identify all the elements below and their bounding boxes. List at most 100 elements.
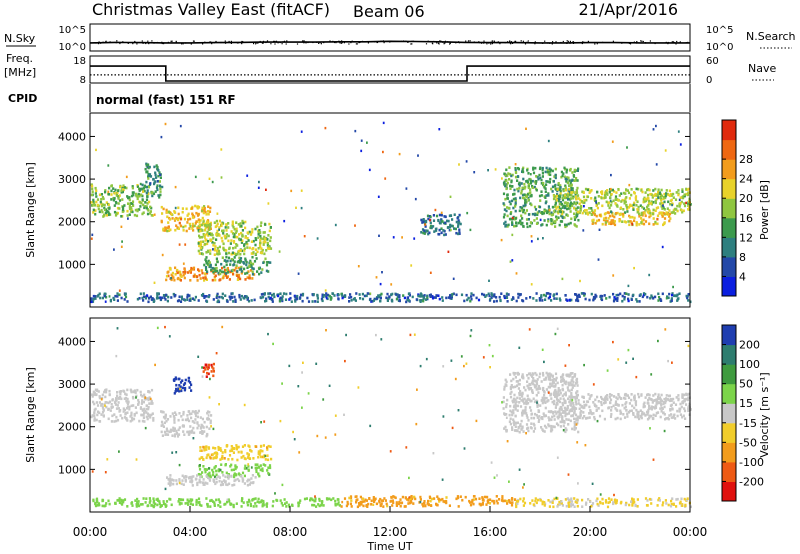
data-cell <box>447 250 450 253</box>
data-cell <box>650 405 653 408</box>
data-cell <box>171 274 174 278</box>
data-cell <box>503 294 506 298</box>
data-cell <box>221 483 225 486</box>
data-cell <box>164 505 167 508</box>
data-cell <box>220 222 223 225</box>
data-cell <box>582 201 585 205</box>
data-cell <box>613 223 617 227</box>
data-cell <box>219 269 222 272</box>
data-cell <box>187 271 190 274</box>
data-cell <box>645 199 648 203</box>
data-cell <box>509 212 512 216</box>
data-cell <box>243 244 246 247</box>
data-cell <box>229 449 232 453</box>
data-cell <box>251 499 254 502</box>
data-cell <box>516 380 520 383</box>
data-cell <box>672 397 675 401</box>
data-cell <box>562 377 565 380</box>
data-cell <box>238 238 241 242</box>
data-cell <box>132 396 135 400</box>
data-cell <box>673 413 676 417</box>
data-cell <box>243 252 246 256</box>
data-cell <box>514 209 517 213</box>
data-cell <box>173 433 177 436</box>
data-cell <box>608 214 612 218</box>
data-cell <box>182 413 185 416</box>
data-cell <box>514 425 517 428</box>
data-cell <box>187 212 190 216</box>
data-cell <box>588 191 591 194</box>
data-cell <box>191 479 194 483</box>
data-cell <box>123 408 126 412</box>
data-cell <box>222 248 226 252</box>
data-cell <box>686 393 690 396</box>
data-cell <box>132 417 136 421</box>
data-cell <box>604 221 608 224</box>
data-cell <box>610 192 613 196</box>
data-cell <box>103 294 106 298</box>
data-cell <box>571 187 574 190</box>
data-cell <box>178 426 181 429</box>
data-cell <box>336 498 339 501</box>
data-cell <box>266 238 269 241</box>
data-cell <box>147 185 151 189</box>
data-cell <box>289 296 292 300</box>
data-cell <box>623 295 626 299</box>
data-cell <box>528 191 531 195</box>
data-cell <box>265 297 268 301</box>
data-cell <box>615 293 618 297</box>
data-cell <box>131 185 134 188</box>
noise-dot <box>497 41 499 43</box>
data-cell <box>125 393 128 396</box>
data-cell <box>381 271 383 274</box>
data-cell <box>576 212 579 216</box>
data-cell <box>585 198 588 202</box>
data-cell <box>518 293 521 297</box>
data-cell <box>241 477 244 480</box>
data-cell <box>544 378 547 381</box>
data-cell <box>189 381 192 384</box>
data-cell <box>110 193 113 196</box>
data-cell <box>644 209 647 212</box>
data-cell <box>257 497 260 501</box>
data-cell <box>640 189 643 192</box>
data-cell <box>457 496 460 500</box>
data-cell <box>171 271 174 275</box>
data-cell <box>251 277 254 280</box>
data-cell <box>178 502 181 506</box>
data-cell <box>510 410 513 414</box>
data-cell <box>657 196 659 199</box>
freq-right-label: Nave <box>748 62 776 75</box>
data-cell <box>423 502 426 505</box>
data-cell <box>217 469 220 473</box>
data-cell <box>196 279 199 282</box>
data-cell <box>425 229 428 232</box>
data-cell <box>590 394 593 397</box>
data-cell <box>94 393 98 397</box>
data-cell <box>530 240 533 243</box>
data-cell <box>136 209 139 213</box>
data-cell <box>576 186 579 190</box>
data-cell <box>564 223 567 227</box>
data-cell <box>570 396 573 399</box>
data-cell <box>548 424 551 428</box>
data-cell <box>614 402 617 406</box>
data-cell <box>238 473 241 477</box>
data-cell <box>534 213 537 217</box>
data-cell <box>415 298 418 301</box>
data-cell <box>509 392 512 395</box>
data-cell <box>247 456 250 459</box>
data-cell <box>671 293 674 297</box>
data-cell <box>447 296 450 299</box>
data-cell <box>526 374 529 377</box>
noise-dot <box>303 40 305 42</box>
data-cell <box>542 181 545 185</box>
noise-dot <box>283 40 286 42</box>
data-cell <box>116 191 119 194</box>
data-cell <box>634 415 637 419</box>
data-cell <box>680 405 683 409</box>
data-cell <box>478 502 481 506</box>
data-cell <box>142 186 145 190</box>
data-cell <box>169 211 172 214</box>
data-cell <box>645 198 649 201</box>
